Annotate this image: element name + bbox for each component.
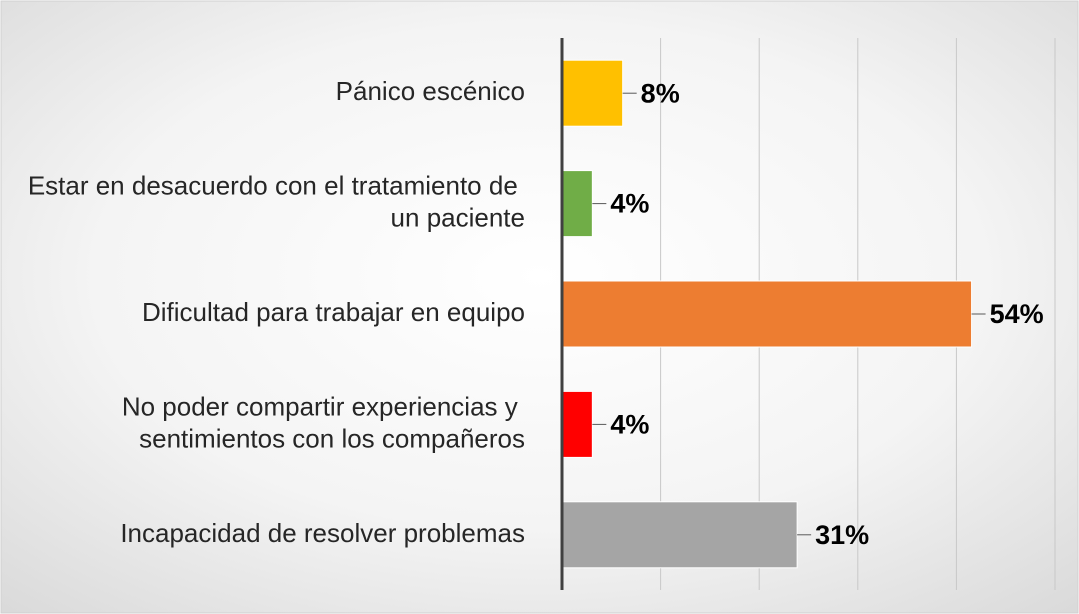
bar <box>561 59 624 127</box>
label-line: Dificultad para trabajar en equipo <box>142 297 525 327</box>
label-line: Incapacidad de resolver problemas <box>120 518 525 548</box>
label-line: sentimientos con los compañeros <box>139 423 525 453</box>
label-line: un paciente <box>391 202 525 232</box>
bar <box>561 170 593 238</box>
bar <box>561 390 593 458</box>
label-line: Estar en desacuerdo con el tratamiento d… <box>28 170 525 200</box>
value-label: 8% <box>641 78 680 108</box>
category-label: Pánico escénico <box>336 76 525 106</box>
value-label: 4% <box>610 410 649 440</box>
category-label: No poder compartir experiencias y sentim… <box>122 391 525 453</box>
value-label: 54% <box>990 299 1044 329</box>
label-line: No poder compartir experiencias y <box>122 391 525 421</box>
bar <box>561 280 973 348</box>
value-label: 4% <box>610 189 649 219</box>
category-label: Incapacidad de resolver problemas <box>120 518 525 548</box>
label-line: Pánico escénico <box>336 76 525 106</box>
bar <box>561 501 798 569</box>
category-label: Estar en desacuerdo con el tratamiento d… <box>28 170 525 232</box>
category-label: Dificultad para trabajar en equipo <box>142 297 525 327</box>
value-label: 31% <box>815 520 869 550</box>
